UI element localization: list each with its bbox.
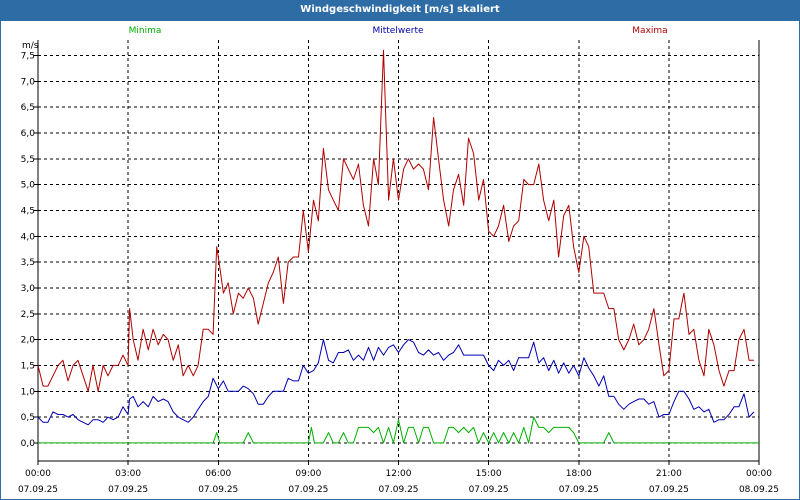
x-tick-date-label: 07.09.25: [108, 485, 148, 495]
y-tick-label: 7,0: [21, 77, 36, 87]
y-tick-labels: 0,0 0,5 1,0 1,5 2,0 2,5 3,0 3,5 4,0 4,5 5,0 5,5 6,0 6…: [21, 51, 36, 448]
x-tick-time-label: 06:00: [205, 469, 231, 479]
x-tick-time-label: 03:00: [115, 469, 141, 479]
x-tick-time-label: 18:00: [566, 469, 592, 479]
x-tick-time-label: 00:00: [746, 469, 772, 479]
x-tick-time-label: 15:00: [476, 469, 502, 479]
series-line-minima: [38, 416, 759, 444]
series-line-mittelwerte: [37, 339, 755, 426]
y-tick-label: 2,0: [21, 336, 36, 346]
y-tick-label: 5,0: [21, 181, 36, 191]
y-tick-label: 7,5: [21, 51, 35, 61]
x-tick-date-label: 07.09.25: [469, 485, 509, 495]
x-tick-date-label: 07.09.25: [378, 485, 418, 495]
x-tick-time-label: 09:00: [295, 469, 321, 479]
data-series: [37, 49, 759, 444]
x-tick-date-label: 07.09.25: [198, 485, 238, 495]
y-axis-unit-label: m/s: [22, 41, 39, 51]
y-tick-label: 0,0: [21, 439, 36, 449]
legend-mittelwerte: Mittelwerte: [372, 26, 423, 36]
y-tick-label: 0,5: [21, 413, 35, 423]
legend-maxima: Maxima: [632, 26, 667, 36]
x-tick-date-label: 07.09.25: [559, 485, 599, 495]
x-tick-date-label: 08.09.25: [739, 485, 779, 495]
x-tick-date-label: 07.09.25: [18, 485, 58, 495]
x-tick-date-label: 07.09.25: [649, 485, 689, 495]
y-tick-label: 6,5: [21, 103, 35, 113]
x-tick-time-label: 21:00: [656, 469, 682, 479]
chart-title: Windgeschwindigkeit [m/s] skaliert: [0, 0, 800, 21]
y-tick-label: 3,0: [21, 284, 36, 294]
y-tick-label: 3,5: [21, 258, 35, 268]
y-tick-label: 1,0: [21, 387, 36, 397]
x-tick-date-label: 07.09.25: [288, 485, 328, 495]
y-tick-label: 5,5: [21, 155, 35, 165]
x-tick-time-label: 00:00: [25, 469, 51, 479]
grid-lines: [38, 40, 759, 461]
y-tick-label: 6,0: [21, 129, 36, 139]
y-tick-label: 1,5: [21, 361, 35, 371]
legend-minima: Minima: [129, 26, 162, 36]
x-tick-labels: 00:00 07.09.25 03:00 07.09.25 06:00 07.09.25 0…: [18, 469, 779, 495]
series-line-maxima: [37, 49, 754, 392]
y-tick-label: 4,5: [21, 206, 35, 216]
y-tick-label: 4,0: [21, 232, 36, 242]
y-tick-label: 2,5: [21, 310, 35, 320]
axes: [34, 40, 760, 465]
x-tick-time-label: 12:00: [386, 469, 412, 479]
